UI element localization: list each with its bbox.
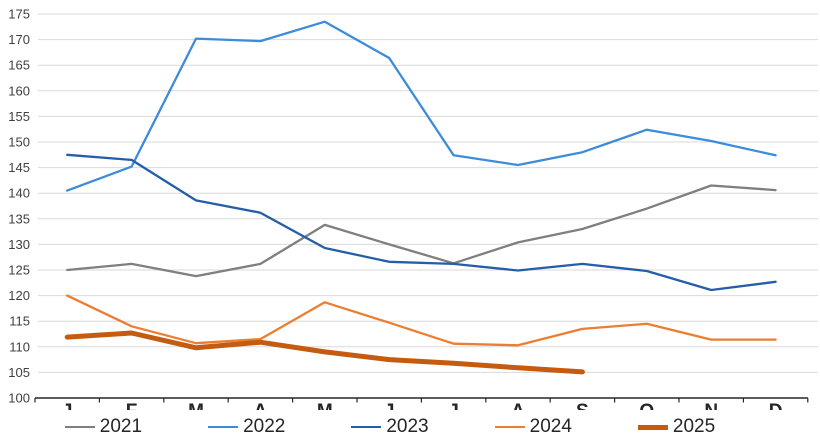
y-axis-label: 135 <box>8 211 30 226</box>
y-axis-label: 170 <box>8 32 30 47</box>
y-axis-label: 120 <box>8 288 30 303</box>
x-axis-label: A <box>254 401 268 410</box>
y-axis-label: 165 <box>8 58 30 73</box>
legend-line-marker-2025 <box>637 424 668 430</box>
y-axis-label: 155 <box>8 109 30 124</box>
legend-line-marker-2022 <box>208 426 239 428</box>
x-axis-label: F <box>126 401 138 410</box>
legend-label-2025: 2025 <box>672 416 716 437</box>
legend-line-marker-2023 <box>351 426 382 428</box>
legend-line-marker-2024 <box>494 426 525 428</box>
x-axis-label: J <box>448 401 459 410</box>
y-axis-label: 150 <box>8 135 30 150</box>
legend-label-2021: 2021 <box>99 416 143 437</box>
legend-item-2025: 2025 <box>637 416 716 438</box>
legend-item-2024: 2024 <box>494 416 572 438</box>
legend-label-2024: 2024 <box>529 416 572 437</box>
legend-label-2022: 2022 <box>243 416 286 437</box>
y-axis-label: 130 <box>8 237 30 252</box>
y-axis-label: 105 <box>8 365 30 380</box>
series-line-2022 <box>66 20 777 192</box>
x-axis-label: J <box>384 401 395 410</box>
y-axis-label: 110 <box>9 339 30 354</box>
x-axis-label: O <box>639 401 654 410</box>
series-line-2024 <box>66 294 777 347</box>
legend-line-marker-2021 <box>64 426 95 428</box>
y-axis-label: 145 <box>8 160 30 175</box>
series-line-2025 <box>64 330 585 375</box>
chart-legend: 2021 2022 2023 2024 2025 <box>0 410 820 444</box>
legend-item-2023: 2023 <box>351 416 429 438</box>
chart-plot-area: 100 105 110 115 120 125 130 135 140 145 150 155 160 1… <box>8 7 818 410</box>
x-axis-label: J <box>62 401 73 410</box>
y-axis-label: 160 <box>8 83 30 98</box>
x-axis-label: M <box>317 401 333 410</box>
y-axis-label: 125 <box>8 263 30 278</box>
legend-label-2023: 2023 <box>386 416 429 437</box>
series-line-2021 <box>66 184 777 278</box>
y-axis-label: 175 <box>8 7 30 22</box>
x-axis-label: N <box>704 401 718 410</box>
x-axis-label: M <box>188 401 204 410</box>
x-axis-label: S <box>576 401 589 410</box>
series-line-2023 <box>66 153 777 292</box>
x-axis-label: A <box>511 401 525 410</box>
legend-item-2021: 2021 <box>64 416 143 438</box>
legend-item-2022: 2022 <box>208 416 285 438</box>
y-axis-label: 115 <box>9 314 30 329</box>
x-axis-label: D <box>769 401 783 410</box>
y-axis-label: 100 <box>8 391 30 406</box>
y-axis-label: 140 <box>8 186 30 201</box>
